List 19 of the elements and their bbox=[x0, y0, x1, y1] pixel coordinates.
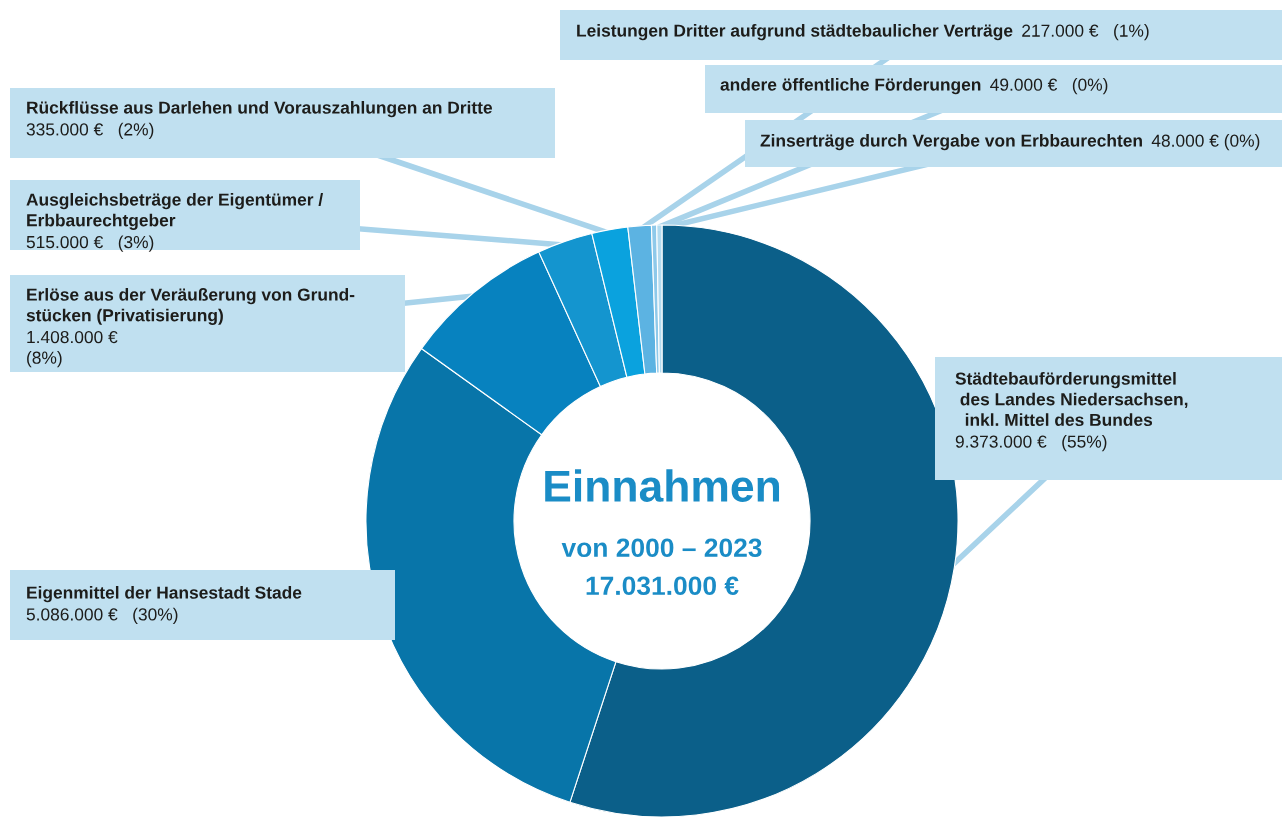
data-label: 1.408.000 € (8%) bbox=[27, 330, 118, 368]
slice-label: Eigenmittel der Hansestadt Stade bbox=[27, 586, 302, 603]
slice-label: Zinserträge durch Vergabe von Erbbaurechten bbox=[760, 134, 1142, 151]
data-label: 217.000 € (1%) bbox=[1022, 24, 1149, 41]
text: Einnahmen bbox=[545, 469, 780, 502]
slice-label: Ausgleichsbeträge der Eigentümer / Erbbaurechtgeber bbox=[26, 193, 323, 230]
data-label: 48.000 € (0%) bbox=[1151, 134, 1260, 151]
text: 17.031.000 € bbox=[586, 576, 739, 596]
slice-label: Erlöse aus der Veräußerung von Grund- stücken (Privatisierung) bbox=[26, 288, 355, 325]
slice-label: Leistungen Dritter aufgrund städtebaulicher Verträge bbox=[577, 24, 1013, 41]
data-label: 335.000 € (2%) bbox=[26, 122, 154, 139]
slice-label: andere öffentliche Förderungen bbox=[720, 78, 981, 95]
data-label: 5.086.000 € (30%) bbox=[26, 607, 178, 624]
data-label: 515.000 € (3%) bbox=[26, 235, 154, 252]
data-label: 9.373.000 € (55%) bbox=[955, 434, 1107, 452]
slice-label: Rückflüsse aus Darlehen und Vorauszahlungen an Dritte bbox=[27, 101, 493, 118]
data-label: 49.000 € (0%) bbox=[990, 78, 1108, 95]
text: von 2000 – 2023 bbox=[561, 538, 762, 558]
slice-label: Städtebauförderungsmittel des Landes Niedersachsen, inkl. Mittel des Bundes bbox=[955, 372, 1188, 426]
